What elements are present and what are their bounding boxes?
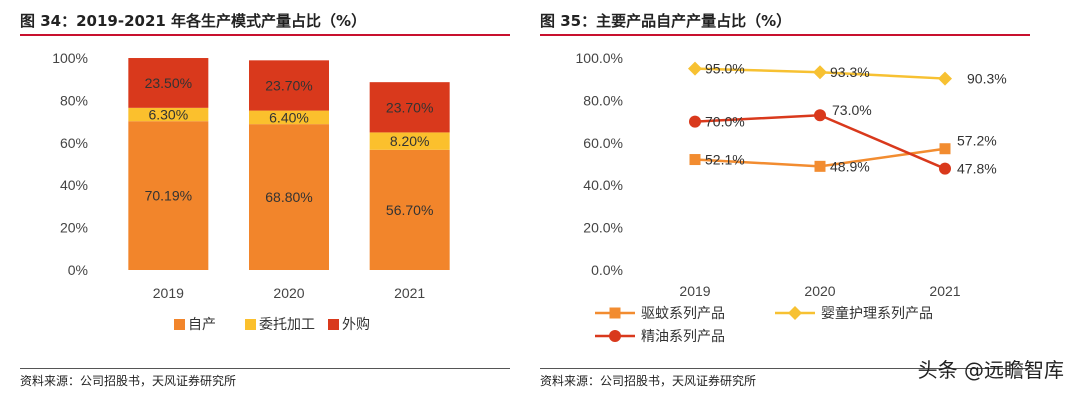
legend-label: 驱蚊系列产品 [641,306,725,322]
data-point [689,115,701,128]
x-tick-label: 2019 [679,283,710,299]
legend-marker [788,306,802,320]
bar-segment-label: 6.40% [269,109,309,125]
data-point [939,143,951,155]
bar-segment [128,107,209,122]
x-tick-label: 2020 [273,285,304,301]
data-label: 52.1% [705,152,745,168]
bar-segment-label: 23.70% [386,99,433,115]
data-label: 93.3% [830,64,870,80]
y-tick-label: 40% [60,177,88,193]
y-tick-label: 60.0% [583,135,623,151]
y-tick-label: 0% [68,262,88,278]
y-tick-label: 0.0% [591,262,623,278]
data-point [939,162,951,175]
data-point [938,71,952,86]
bar-segment-label: 56.70% [386,202,433,218]
y-tick-label: 80.0% [583,92,623,108]
x-tick-label: 2020 [804,283,835,299]
bar-segment [249,60,329,111]
legend-marker [609,307,621,319]
x-tick-label: 2021 [929,283,960,299]
data-point [688,61,702,76]
bar-segment-label: 8.20% [390,133,430,149]
bar-segment-label: 6.30% [148,107,188,123]
watermark: 头条 @远瞻智库 [917,358,1064,382]
y-tick-label: 60% [60,135,88,151]
data-point [814,160,826,172]
legend-swatch [174,319,185,330]
left-title-rule [20,34,510,36]
y-tick-label: 20% [60,220,88,236]
data-label: 73.0% [832,102,872,118]
left-chart-panel: 图 34：2019-2021 年各生产模式产量占比（%） 0% 20% 40% 60%… [20,0,510,400]
data-label: 70.0% [705,114,745,130]
data-point [814,109,826,122]
data-label: 57.2% [957,133,997,149]
legend-label: 精油系列产品 [641,329,725,345]
x-tick-label: 2021 [394,285,425,301]
left-source-note: 资料来源：公司招股书，天风证券研究所 [20,374,237,388]
y-tick-label: 40.0% [583,177,623,193]
bar-segment [128,121,209,270]
right-title-rule [540,34,1030,36]
bar-segment [369,149,450,270]
data-label: 95.0% [705,61,745,77]
y-tick-label: 100% [52,50,88,66]
data-label: 48.9% [830,158,870,174]
left-source-rule [20,368,510,369]
right-chart-title: 图 35：主要产品自产产量占比（%） [540,12,792,30]
bar-segment [128,58,209,108]
left-chart-title: 图 34：2019-2021 年各生产模式产量占比（%） [20,12,367,30]
legend-label: 婴童护理系列产品 [821,305,933,322]
legend-swatch [328,319,339,330]
x-tick-label: 2019 [153,285,184,301]
bar-segment-label: 68.80% [265,189,312,205]
right-source-rule [540,368,1030,369]
bar-segment [369,82,450,133]
y-tick-label: 100.0% [576,50,623,66]
bar-segment [249,110,329,125]
bar-segment [369,132,450,150]
line-chart: 0.0% 20.0% 40.0% 60.0% 80.0% 100.0% 2019 2020 20… [576,50,1007,345]
right-source-note: 资料来源：公司招股书，天风证券研究所 [540,374,757,388]
bar-segment-label: 23.50% [145,75,192,91]
bar-segment [249,124,329,270]
data-label: 47.8% [957,161,997,177]
data-point [689,154,701,166]
y-tick-label: 20.0% [583,220,623,236]
bar-segment-label: 23.70% [265,77,312,93]
data-point [813,65,827,80]
legend-swatch [245,319,256,330]
legend-marker [609,330,621,342]
data-label: 90.3% [967,71,1007,87]
legend-label: 外购 [342,317,370,333]
bar-segment-label: 70.19% [145,188,192,204]
stacked-bar-chart: 0% 20% 40% 60% 80% 100% 70.19% 6.30% 23.50% 2019 6… [52,50,450,333]
legend-label: 自产 [188,317,216,333]
right-chart-panel: 图 35：主要产品自产产量占比（%） 0.0% 20.0% 40.0% 60.0% 80… [540,0,1030,400]
y-tick-label: 80% [60,92,88,108]
legend-label: 委托加工 [259,317,315,333]
